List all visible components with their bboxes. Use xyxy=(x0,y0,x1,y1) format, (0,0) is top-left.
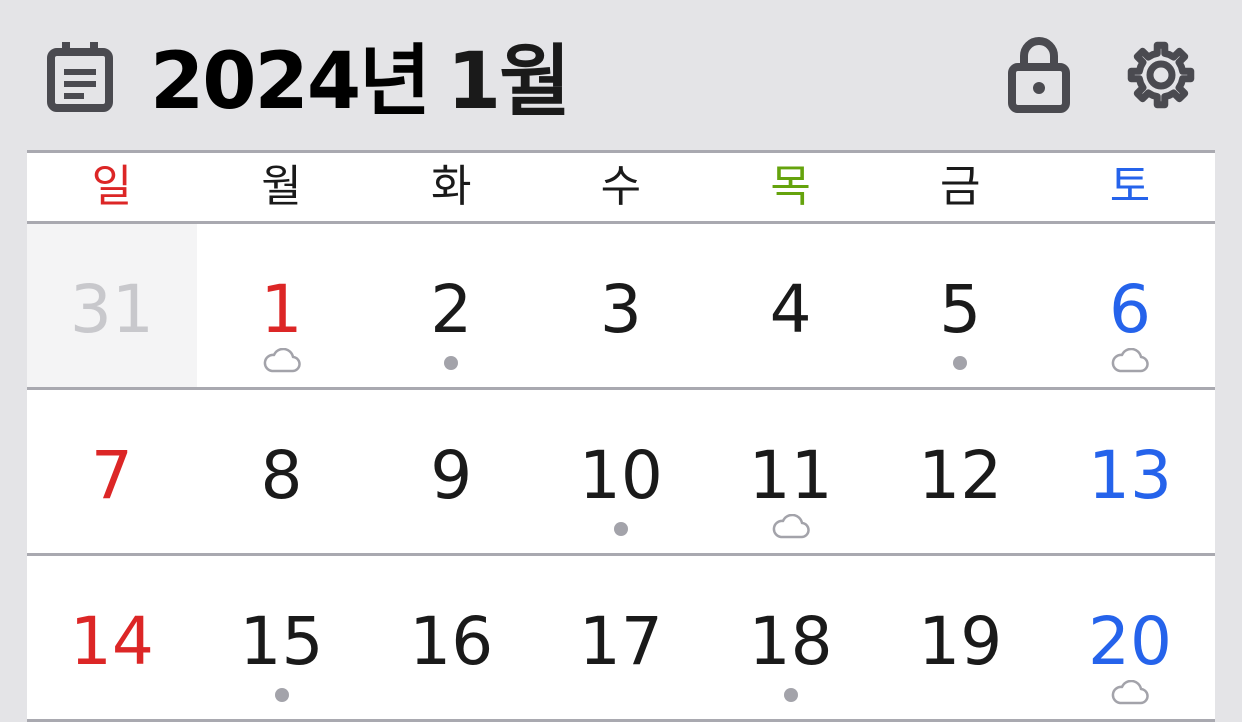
day-number: 6 xyxy=(1108,271,1151,348)
day-cell[interactable]: 11 xyxy=(706,390,876,553)
week-row: 31 1 2 3 4 5 6 xyxy=(27,224,1215,390)
weekday-header-row: 일 월 화 수 목 금 토 xyxy=(27,150,1215,224)
day-cell[interactable]: 1 xyxy=(197,224,367,387)
day-cell[interactable]: 12 xyxy=(875,390,1045,553)
day-number: 13 xyxy=(1087,437,1172,514)
day-cell[interactable]: 5 xyxy=(875,224,1045,387)
day-number: 9 xyxy=(430,437,473,514)
day-number: 4 xyxy=(769,271,812,348)
month-title[interactable]: 2024년 1월 xyxy=(150,30,571,127)
weekday-thu: 목 xyxy=(770,161,811,212)
day-cell[interactable]: 17 xyxy=(536,556,706,719)
day-number: 17 xyxy=(578,603,663,680)
day-number: 14 xyxy=(69,603,154,680)
calendar-header: 2024년 1월 xyxy=(0,0,1242,150)
day-cell[interactable]: 8 xyxy=(197,390,367,553)
day-cell[interactable]: 15 xyxy=(197,556,367,719)
day-number: 18 xyxy=(748,603,833,680)
cloud-icon xyxy=(1111,679,1149,706)
day-number: 8 xyxy=(260,437,303,514)
weekday-fri: 금 xyxy=(940,161,981,212)
event-dot-icon xyxy=(783,688,798,702)
day-number: 2 xyxy=(430,271,473,348)
day-cell[interactable]: 3 xyxy=(536,224,706,387)
day-cell[interactable]: 6 xyxy=(1045,224,1215,387)
event-dot-icon xyxy=(953,356,968,370)
day-number: 1 xyxy=(260,271,303,348)
day-cell[interactable]: 19 xyxy=(875,556,1045,719)
week-row: 7 8 9 10 11 12 13 xyxy=(27,390,1215,556)
day-cell[interactable]: 14 xyxy=(27,556,197,719)
day-cell[interactable]: 2 xyxy=(366,224,536,387)
event-dot-icon xyxy=(613,522,628,536)
day-number: 15 xyxy=(239,603,324,680)
cloud-icon xyxy=(263,347,301,374)
day-cell[interactable]: 7 xyxy=(27,390,197,553)
day-number: 11 xyxy=(748,437,833,514)
weekday-sun: 일 xyxy=(91,161,133,212)
year-label: 2024년 xyxy=(150,37,431,127)
weekday-mon: 월 xyxy=(261,161,302,212)
day-number: 20 xyxy=(1087,603,1172,680)
event-dot-icon xyxy=(444,356,459,370)
day-number: 10 xyxy=(578,437,663,514)
calendar-grid: 일 월 화 수 목 금 토 31 1 2 3 4 5 6 7 8 9 10 11 12 13 14 15 16 1… xyxy=(27,150,1215,722)
day-cell[interactable]: 31 xyxy=(27,224,197,387)
day-number: 12 xyxy=(918,437,1003,514)
weekday-tue: 화 xyxy=(430,161,472,212)
day-cell[interactable]: 13 xyxy=(1045,390,1215,553)
day-number: 16 xyxy=(409,603,494,680)
lock-icon[interactable] xyxy=(1004,34,1074,114)
day-number: 19 xyxy=(918,603,1003,680)
weekday-wed: 수 xyxy=(600,161,642,212)
weekday-sat: 토 xyxy=(1109,161,1151,212)
month-label: 1월 xyxy=(446,37,571,127)
day-cell[interactable]: 10 xyxy=(536,390,706,553)
day-number: 3 xyxy=(599,271,642,348)
day-cell[interactable]: 20 xyxy=(1045,556,1215,719)
day-number: 31 xyxy=(69,271,154,348)
week-row: 14 15 16 17 18 19 20 xyxy=(27,556,1215,722)
calendar-icon[interactable] xyxy=(44,38,116,114)
day-number: 7 xyxy=(90,437,133,514)
day-number: 5 xyxy=(939,271,982,348)
day-cell[interactable]: 16 xyxy=(366,556,536,719)
cloud-icon xyxy=(1111,347,1149,374)
day-cell[interactable]: 4 xyxy=(706,224,876,387)
day-cell[interactable]: 9 xyxy=(366,390,536,553)
cloud-icon xyxy=(772,513,810,540)
gear-icon[interactable] xyxy=(1124,38,1198,112)
day-cell[interactable]: 18 xyxy=(706,556,876,719)
event-dot-icon xyxy=(274,688,289,702)
